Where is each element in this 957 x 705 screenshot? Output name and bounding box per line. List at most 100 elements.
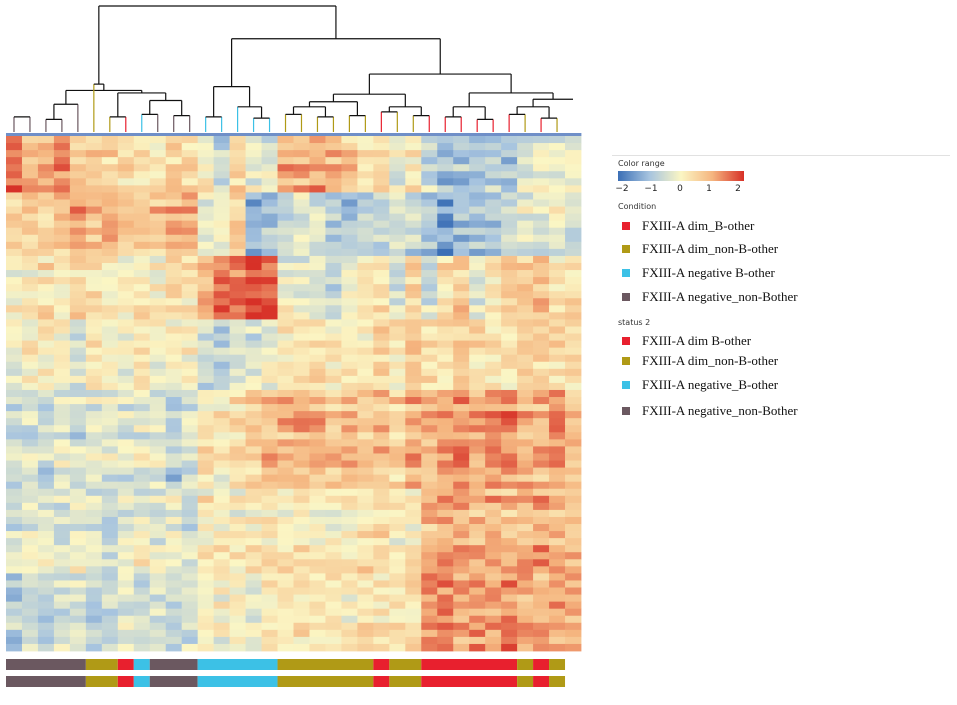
- heatmap-cell: [469, 587, 486, 595]
- heatmap-cell: [165, 397, 183, 405]
- heatmap-cell: [405, 178, 422, 186]
- heatmap-cell: [213, 488, 231, 497]
- heatmap-cell: [485, 234, 502, 243]
- heatmap-cell: [341, 531, 358, 539]
- heatmap-cell: [293, 178, 310, 186]
- heatmap-cell: [197, 397, 215, 405]
- heatmap-cell: [85, 164, 103, 172]
- heatmap-cell: [229, 460, 246, 468]
- heatmap-cell: [133, 326, 151, 334]
- heatmap-cell: [501, 178, 518, 186]
- heatmap-cell: [261, 516, 278, 525]
- heatmap-cell: [341, 643, 358, 652]
- heatmap-cell: [325, 502, 342, 511]
- heatmap-cell: [277, 509, 294, 518]
- heatmap-cell: [229, 164, 246, 172]
- heatmap-cell: [149, 255, 167, 264]
- heatmap-cell: [101, 594, 119, 603]
- heatmap-cell: [485, 453, 502, 461]
- heatmap-cell: [405, 347, 422, 356]
- heatmap-cell: [261, 234, 278, 243]
- heatmap-cell: [389, 538, 406, 546]
- heatmap-cell: [6, 150, 23, 158]
- heatmap-cell: [565, 220, 582, 229]
- heatmap-cell: [181, 361, 199, 370]
- heatmap-cell: [101, 312, 119, 320]
- heatmap-cell: [213, 418, 231, 426]
- heatmap-cell: [21, 319, 39, 327]
- heatmap-cell: [213, 509, 231, 518]
- heatmap-cell: [293, 460, 310, 468]
- heatmap-cell: [165, 608, 183, 617]
- heatmap-cell: [309, 488, 326, 497]
- heatmap-cell: [149, 474, 167, 483]
- heatmap-cell: [341, 234, 358, 243]
- heatmap-cell: [517, 312, 534, 320]
- legend-label: FXIII-A dim_non-B-other: [642, 241, 779, 256]
- heatmap-cell: [517, 594, 534, 603]
- heatmap-cell: [565, 580, 582, 588]
- heatmap-cell: [309, 495, 326, 504]
- heatmap-cell: [485, 608, 502, 617]
- heatmap-cell: [389, 389, 406, 398]
- heatmap-cell: [405, 157, 422, 165]
- heatmap-cell: [101, 404, 119, 412]
- heatmap-cell: [261, 643, 278, 652]
- heatmap-cell: [85, 488, 103, 497]
- heatmap-cell: [517, 488, 534, 497]
- heatmap-cell: [85, 192, 103, 200]
- heatmap-cell: [325, 516, 342, 525]
- heatmap-cell: [373, 277, 390, 285]
- heatmap-cell: [341, 418, 358, 426]
- heatmap-cell: [485, 418, 502, 426]
- heatmap-cell: [405, 361, 422, 370]
- heatmap-cell: [117, 608, 135, 617]
- heatmap-cell: [501, 277, 518, 285]
- heatmap-cell: [21, 397, 39, 405]
- heatmap-cell: [149, 636, 167, 645]
- heatmap-cell: [165, 425, 183, 433]
- heatmap-cell: [389, 136, 406, 144]
- top-strip-cell: [69, 133, 87, 136]
- heatmap-cell: [69, 270, 87, 278]
- heatmap-cell: [69, 552, 87, 560]
- heatmap-cell: [357, 467, 374, 476]
- heatmap-cell: [309, 601, 326, 610]
- heatmap-cell: [133, 559, 151, 567]
- heatmap-cell: [549, 368, 566, 377]
- heatmap-cell: [469, 573, 486, 581]
- heatmap-cell: [133, 178, 151, 186]
- heatmap-cell: [501, 382, 518, 391]
- heatmap-cell: [453, 340, 470, 349]
- heatmap-cell: [549, 171, 566, 179]
- heatmap-cell: [21, 361, 39, 370]
- heatmap-cell: [325, 404, 342, 412]
- heatmap-cell: [421, 150, 438, 158]
- heatmap-cell: [341, 439, 358, 447]
- heatmap-cell: [437, 495, 454, 504]
- heatmap-cell: [469, 460, 486, 468]
- heatmap-cell: [341, 389, 358, 398]
- heatmap-cell: [293, 185, 310, 193]
- heatmap-cell: [405, 262, 422, 271]
- heatmap-cell: [133, 580, 151, 588]
- heatmap-cell: [485, 220, 502, 229]
- heatmap-cell: [533, 397, 550, 405]
- heatmap-cell: [37, 615, 55, 624]
- heatmap-cell: [437, 185, 454, 193]
- heatmap-cell: [277, 241, 294, 250]
- heatmap-cell: [117, 397, 135, 405]
- heatmap-cell: [101, 340, 119, 349]
- heatmap-cell: [53, 171, 71, 179]
- heatmap-cell: [197, 312, 215, 320]
- heatmap-cell: [117, 622, 135, 631]
- heatmap-cell: [373, 234, 390, 243]
- heatmap-cell: [213, 643, 231, 652]
- heatmap-cell: [101, 545, 119, 553]
- heatmap-cell: [245, 382, 262, 391]
- heatmap-cell: [565, 460, 582, 468]
- heatmap-cell: [373, 566, 390, 574]
- heatmap-cell: [357, 488, 374, 497]
- heatmap-cell: [533, 622, 550, 631]
- heatmap-cell: [21, 241, 39, 250]
